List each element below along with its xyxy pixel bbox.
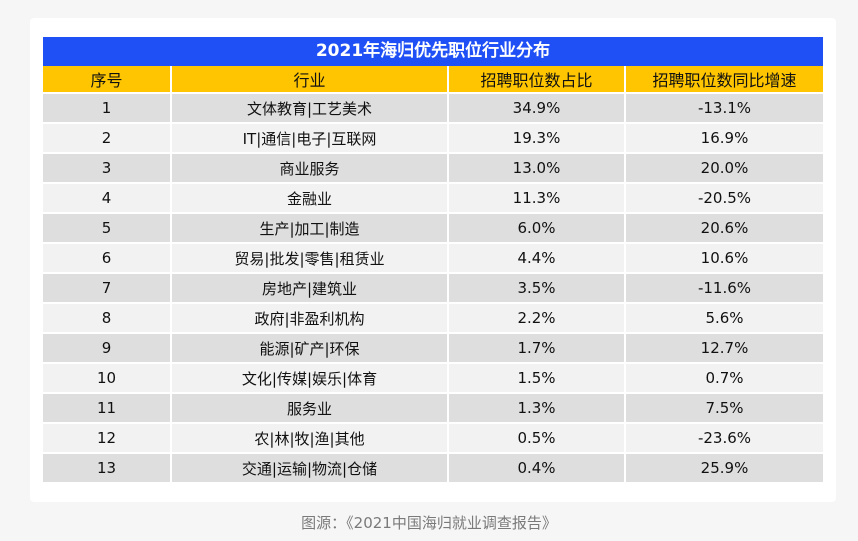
cell-growth: -23.6%	[624, 423, 823, 454]
table-row: 13 交通|运输|物流|仓储 0.4% 25.9%	[43, 453, 823, 484]
cell-share: 3.5%	[447, 273, 625, 304]
cell-share: 6.0%	[447, 213, 625, 244]
industry-table-container: 2021年海归优先职位行业分布 序号 行业 招聘职位数占比 招聘职位数同比增速 …	[43, 37, 823, 484]
cell-share: 4.4%	[447, 243, 625, 274]
cell-growth: 7.5%	[624, 393, 823, 424]
table-title: 2021年海归优先职位行业分布	[43, 37, 823, 66]
cell-index: 10	[43, 363, 171, 394]
cell-industry: 政府|非盈利机构	[170, 303, 448, 334]
industry-table: 序号 行业 招聘职位数占比 招聘职位数同比增速 1 文体教育|工艺美术 34.9% -…	[43, 66, 823, 484]
cell-index: 4	[43, 183, 171, 214]
cell-index: 8	[43, 303, 171, 334]
table-row: 9 能源|矿产|环保 1.7% 12.7%	[43, 333, 823, 364]
cell-industry: 文化|传媒|娱乐|体育	[170, 363, 448, 394]
cell-index: 12	[43, 423, 171, 454]
table-row: 1 文体教育|工艺美术 34.9% -13.1%	[43, 93, 823, 124]
table-row: 2 IT|通信|电子|互联网 19.3% 16.9%	[43, 123, 823, 154]
cell-growth: 25.9%	[624, 453, 823, 484]
header-index: 序号	[43, 66, 171, 94]
cell-growth: 12.7%	[624, 333, 823, 364]
cell-growth: 0.7%	[624, 363, 823, 394]
cell-industry: IT|通信|电子|互联网	[170, 123, 448, 154]
table-header-row: 序号 行业 招聘职位数占比 招聘职位数同比增速	[43, 66, 823, 94]
cell-index: 13	[43, 453, 171, 484]
cell-share: 19.3%	[447, 123, 625, 154]
cell-share: 1.7%	[447, 333, 625, 364]
cell-industry: 房地产|建筑业	[170, 273, 448, 304]
header-industry: 行业	[170, 66, 448, 94]
table-row: 6 贸易|批发|零售|租赁业 4.4% 10.6%	[43, 243, 823, 274]
cell-growth: 20.0%	[624, 153, 823, 184]
cell-share: 0.5%	[447, 423, 625, 454]
cell-index: 7	[43, 273, 171, 304]
cell-growth: 10.6%	[624, 243, 823, 274]
cell-industry: 金融业	[170, 183, 448, 214]
table-row: 12 农|林|牧|渔|其他 0.5% -23.6%	[43, 423, 823, 454]
table-row: 5 生产|加工|制造 6.0% 20.6%	[43, 213, 823, 244]
cell-industry: 能源|矿产|环保	[170, 333, 448, 364]
cell-share: 13.0%	[447, 153, 625, 184]
cell-share: 1.3%	[447, 393, 625, 424]
cell-index: 1	[43, 93, 171, 124]
cell-industry: 生产|加工|制造	[170, 213, 448, 244]
cell-industry: 商业服务	[170, 153, 448, 184]
cell-share: 11.3%	[447, 183, 625, 214]
cell-growth: -13.1%	[624, 93, 823, 124]
table-row: 4 金融业 11.3% -20.5%	[43, 183, 823, 214]
cell-index: 2	[43, 123, 171, 154]
cell-share: 0.4%	[447, 453, 625, 484]
cell-growth: -20.5%	[624, 183, 823, 214]
cell-growth: 5.6%	[624, 303, 823, 334]
cell-index: 11	[43, 393, 171, 424]
cell-index: 6	[43, 243, 171, 274]
header-share: 招聘职位数占比	[447, 66, 625, 94]
cell-share: 2.2%	[447, 303, 625, 334]
table-row: 10 文化|传媒|娱乐|体育 1.5% 0.7%	[43, 363, 823, 394]
content-card: 2021年海归优先职位行业分布 序号 行业 招聘职位数占比 招聘职位数同比增速 …	[30, 18, 836, 502]
table-row: 3 商业服务 13.0% 20.0%	[43, 153, 823, 184]
cell-index: 3	[43, 153, 171, 184]
cell-industry: 文体教育|工艺美术	[170, 93, 448, 124]
cell-industry: 农|林|牧|渔|其他	[170, 423, 448, 454]
cell-index: 9	[43, 333, 171, 364]
cell-growth: 16.9%	[624, 123, 823, 154]
table-body: 1 文体教育|工艺美术 34.9% -13.1% 2 IT|通信|电子|互联网 19.3% 1…	[43, 93, 823, 484]
table-row: 8 政府|非盈利机构 2.2% 5.6%	[43, 303, 823, 334]
source-caption: 图源：《2021中国海归就业调查报告》	[301, 514, 557, 532]
table-row: 7 房地产|建筑业 3.5% -11.6%	[43, 273, 823, 304]
table-row: 11 服务业 1.3% 7.5%	[43, 393, 823, 424]
cell-share: 1.5%	[447, 363, 625, 394]
cell-growth: -11.6%	[624, 273, 823, 304]
cell-share: 34.9%	[447, 93, 625, 124]
cell-industry: 贸易|批发|零售|租赁业	[170, 243, 448, 274]
cell-industry: 交通|运输|物流|仓储	[170, 453, 448, 484]
cell-industry: 服务业	[170, 393, 448, 424]
header-growth: 招聘职位数同比增速	[624, 66, 823, 94]
cell-index: 5	[43, 213, 171, 244]
cell-growth: 20.6%	[624, 213, 823, 244]
